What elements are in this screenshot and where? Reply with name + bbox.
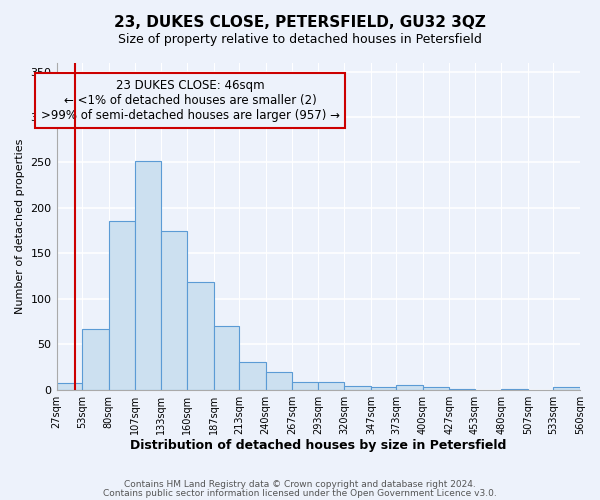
Bar [239, 362, 266, 390]
Bar [423, 387, 449, 390]
Bar [371, 387, 397, 390]
Text: Size of property relative to detached houses in Petersfield: Size of property relative to detached ho… [118, 32, 482, 46]
Y-axis label: Number of detached properties: Number of detached properties [15, 138, 25, 314]
Bar [214, 326, 239, 390]
Bar [344, 386, 371, 390]
Text: 23 DUKES CLOSE: 46sqm
← <1% of detached houses are smaller (2)
>99% of semi-deta: 23 DUKES CLOSE: 46sqm ← <1% of detached … [41, 79, 340, 122]
Bar [161, 230, 187, 390]
Bar [553, 387, 580, 390]
Bar [82, 329, 109, 390]
Bar [266, 372, 292, 390]
Bar [449, 389, 475, 390]
Text: Contains HM Land Registry data © Crown copyright and database right 2024.: Contains HM Land Registry data © Crown c… [124, 480, 476, 489]
Bar [502, 389, 528, 390]
Bar [397, 385, 423, 390]
X-axis label: Distribution of detached houses by size in Petersfield: Distribution of detached houses by size … [130, 440, 506, 452]
Bar [109, 220, 135, 390]
Bar [187, 282, 214, 390]
Bar [292, 382, 318, 390]
Text: Contains public sector information licensed under the Open Government Licence v3: Contains public sector information licen… [103, 488, 497, 498]
Bar [318, 382, 344, 390]
Bar [56, 384, 82, 390]
Text: 23, DUKES CLOSE, PETERSFIELD, GU32 3QZ: 23, DUKES CLOSE, PETERSFIELD, GU32 3QZ [114, 15, 486, 30]
Bar [135, 160, 161, 390]
